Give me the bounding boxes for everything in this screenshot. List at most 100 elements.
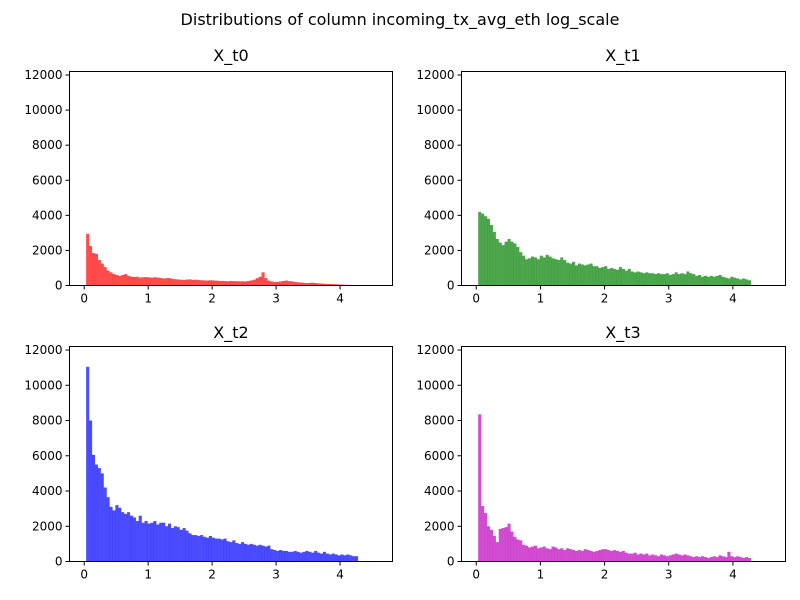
y-axis-ticks: 0 2000 4000 6000 8000 10000 12000 xyxy=(24,68,70,293)
histogram-bar xyxy=(194,279,198,286)
histogram-bar xyxy=(501,528,505,562)
histogram-bar xyxy=(639,272,643,286)
histogram-bar xyxy=(677,554,681,562)
histogram-bar xyxy=(328,554,332,562)
histogram-bar xyxy=(718,555,722,562)
histogram-bar xyxy=(698,557,702,562)
histogram-bar xyxy=(279,550,283,562)
panel-title: X_t2 xyxy=(213,323,248,343)
histogram-bar xyxy=(489,529,493,562)
histogram-bar xyxy=(352,556,356,562)
y-tick-label: 12000 xyxy=(24,343,62,357)
axes-frame xyxy=(461,346,786,562)
histogram-bar xyxy=(340,554,344,562)
histogram-bar xyxy=(147,523,151,562)
x-tick-label: 3 xyxy=(272,568,280,582)
histogram-bar xyxy=(252,279,256,286)
histogram-bar xyxy=(100,263,104,286)
histogram-bar xyxy=(162,522,166,562)
x-tick-label: 0 xyxy=(472,292,480,306)
histogram-bar xyxy=(481,213,485,286)
y-tick-label: 12000 xyxy=(416,68,454,82)
histogram-bar xyxy=(223,281,227,286)
histogram-bar xyxy=(492,535,496,562)
histogram-bar xyxy=(633,272,637,286)
panel-x-t0: X_t0 0 1 2 3 4 0 2000 4000 6000 8000 10000 12000 xyxy=(24,46,393,306)
x-tick-label: 4 xyxy=(336,292,344,306)
y-tick-label: 8000 xyxy=(424,414,455,428)
histogram-bar xyxy=(284,280,288,286)
histogram-bar xyxy=(736,556,740,562)
histogram-bar xyxy=(718,274,722,286)
histogram-bar xyxy=(595,550,599,562)
histogram-bar xyxy=(519,540,523,562)
histogram-bar xyxy=(516,539,520,562)
histogram-bar xyxy=(569,263,573,286)
histogram-bar xyxy=(604,266,608,286)
y-tick-label: 2000 xyxy=(32,519,63,533)
panel-x-t1: X_t1 0 1 2 3 4 0 2000 4000 6000 8000 10000 12000 xyxy=(416,46,786,306)
x-tick-label: 2 xyxy=(208,568,216,582)
histogram-bar xyxy=(706,557,710,562)
histogram-bar xyxy=(680,273,684,286)
histogram-bar xyxy=(695,275,699,286)
y-tick-label: 0 xyxy=(55,555,63,569)
figure-title: Distributions of column incoming_tx_avg_… xyxy=(181,10,620,30)
y-tick-label: 12000 xyxy=(416,343,454,357)
histogram-bar xyxy=(167,523,172,562)
histogram-bar xyxy=(677,274,681,286)
histogram-bar xyxy=(147,277,151,286)
histogram-bar xyxy=(560,548,564,562)
axes-frame xyxy=(69,71,393,286)
histogram-bar xyxy=(141,522,145,562)
histogram-bar xyxy=(630,271,634,286)
histogram-bar xyxy=(94,464,98,562)
histogram-bar xyxy=(311,282,315,286)
histogram-bar xyxy=(214,280,218,286)
histogram-bar xyxy=(264,278,268,286)
x-tick-label: 3 xyxy=(272,292,280,306)
histogram-bar xyxy=(624,270,628,286)
histogram-bar xyxy=(112,510,116,562)
histogram-bar xyxy=(109,506,113,562)
histogram-bar xyxy=(299,282,303,286)
histogram-bar xyxy=(94,253,98,286)
histogram-bar xyxy=(322,283,326,286)
histogram-bar xyxy=(188,533,192,562)
histogram-bar xyxy=(138,277,142,286)
histogram-bar xyxy=(159,522,163,562)
x-tick-label: 1 xyxy=(537,292,545,306)
histogram-bar xyxy=(689,273,693,286)
histogram-bar xyxy=(153,520,157,562)
histogram-bar xyxy=(255,545,259,562)
histogram-bar xyxy=(246,544,250,562)
histogram-bar xyxy=(226,281,230,286)
histogram-bar xyxy=(495,542,499,562)
histogram-bar xyxy=(302,551,306,562)
histogram-bar xyxy=(150,277,154,286)
histogram-bar xyxy=(97,260,101,286)
histogram-bar xyxy=(118,275,122,286)
histogram-bar xyxy=(598,267,602,286)
histogram-bar xyxy=(528,547,532,562)
histogram-bar xyxy=(636,554,640,562)
histogram-bar xyxy=(287,551,291,562)
y-axis-ticks: 0 2000 4000 6000 8000 10000 12000 xyxy=(24,343,70,569)
histogram-bar xyxy=(270,549,274,562)
histogram-bar xyxy=(124,513,128,562)
histogram-bar xyxy=(659,554,664,562)
histogram-bar xyxy=(668,555,672,562)
y-tick-label: 12000 xyxy=(24,68,62,82)
histogram-bar xyxy=(724,277,728,286)
panel-bars xyxy=(478,211,752,286)
histogram-bar xyxy=(492,232,496,286)
histogram-bar xyxy=(121,274,125,286)
x-tick-label: 4 xyxy=(336,568,344,582)
histogram-bar xyxy=(703,275,708,286)
histogram-bar xyxy=(115,274,119,286)
histogram-bar xyxy=(229,280,233,286)
x-axis-ticks: 0 1 2 3 4 xyxy=(472,561,737,582)
histogram-bar xyxy=(200,535,204,562)
histogram-bar xyxy=(507,523,511,562)
histogram-bar xyxy=(255,278,259,286)
